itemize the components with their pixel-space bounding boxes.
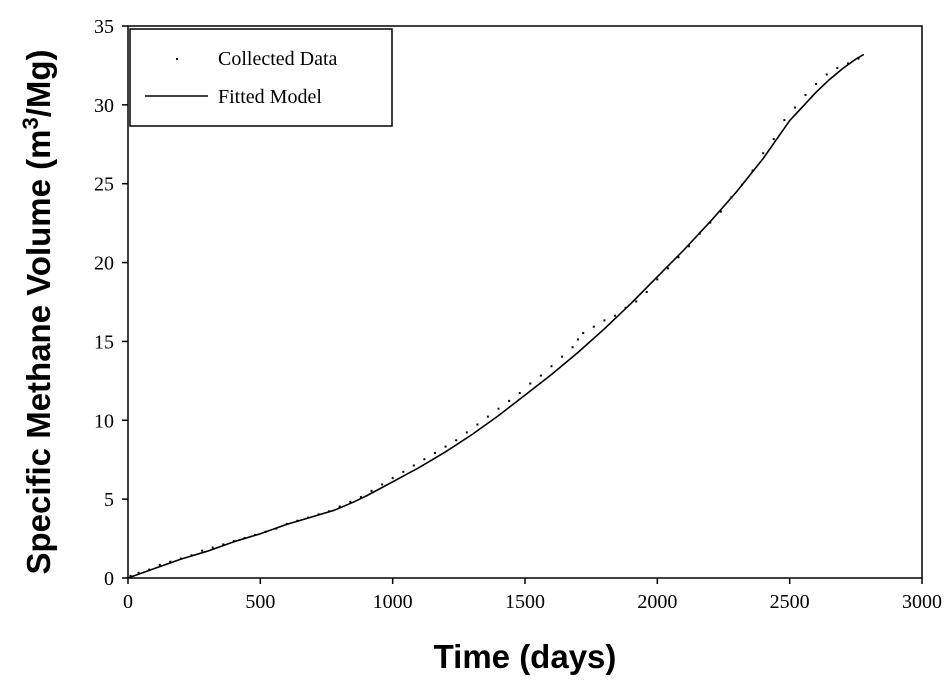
x-axis-title: Time (days) [434,638,617,675]
data-point-collected [783,119,786,122]
legend-marker-collected-data [176,58,178,60]
data-point-collected [635,300,638,303]
data-point-collected [402,470,405,473]
data-point-collected [211,546,214,549]
data-point-collected [137,571,140,574]
data-point-collected [169,560,172,563]
data-point-collected [529,382,532,385]
data-point-collected [412,464,415,467]
data-point-collected [836,67,839,70]
y-tick-label: 5 [104,489,114,511]
data-point-collected [391,477,394,480]
y-tick-label: 35 [94,16,114,38]
data-point-collected [201,549,204,552]
data-point-collected [423,458,426,461]
data-point-collected [804,93,807,96]
data-point-collected [656,278,659,281]
data-point-collected [434,451,436,454]
legend-label-collected-data: Collected Data [218,48,338,70]
data-point-collected [455,439,458,442]
y-axis-title-main: Specific Methane Volume (m [20,130,57,575]
legend: Collected Data Fitted Model [129,28,393,127]
data-point-collected [645,291,648,293]
data-point-collected [825,73,828,76]
data-point-collected [561,355,564,358]
data-point-collected [688,245,691,248]
data-point-collected [772,138,775,141]
y-tick-label: 15 [94,331,114,353]
series-layer [127,53,865,579]
data-point-collected [338,505,341,508]
data-point-collected [518,392,521,394]
x-tick-label: 500 [245,591,275,613]
x-tick-label: 3000 [902,591,942,613]
data-point-collected [508,399,511,402]
data-point-collected [129,574,132,577]
data-point-collected [666,267,669,270]
legend-box [129,28,393,127]
data-point-collected [582,332,585,334]
data-point-collected [677,256,680,259]
data-point-collected [592,325,595,328]
data-point-collected [794,106,796,109]
y-tick-label: 0 [104,568,114,590]
data-point-collected [762,152,765,155]
y-tick-label: 25 [94,174,114,196]
data-point-collected [370,489,373,492]
data-point-collected [603,319,606,322]
legend-label-fitted-model: Fitted Model [218,86,322,108]
data-point-collected [444,445,447,448]
y-axis-title-end: /Mg) [20,49,57,117]
y-axis-title: Specific Methane Volume (m3/Mg) [18,49,57,574]
y-tick-label: 20 [94,253,114,275]
x-axis-ticks: 0 500 1000 1500 2000 2500 3000 [123,578,942,613]
data-point-collected [359,496,362,499]
x-tick-label: 1500 [505,591,545,613]
data-point-collected [349,500,352,503]
data-point-collected [815,82,818,85]
data-point-collected [550,365,553,368]
data-point-collected [486,415,489,418]
x-tick-label: 1000 [373,591,413,613]
y-tick-label: 10 [94,410,114,432]
series-line-fitted-model [127,53,865,579]
x-tick-label: 2000 [637,591,677,613]
data-point-collected [614,314,616,317]
data-point-collected [846,62,849,65]
y-tick-label: 30 [94,95,114,117]
data-point-collected [719,210,722,213]
data-point-collected [571,346,574,349]
data-point-collected [222,543,225,546]
y-axis-ticks: 0 5 10 15 20 25 30 35 [94,16,128,590]
x-tick-label: 0 [123,591,133,613]
data-point-collected [497,407,500,410]
data-point-collected [158,563,161,566]
data-point-collected [857,57,860,60]
data-point-collected [465,431,468,434]
y-axis-title-sup: 3 [18,117,43,129]
data-point-collected [539,374,542,377]
data-point-collected [476,423,479,426]
data-point-collected [576,338,579,341]
x-tick-label: 2500 [770,591,810,613]
data-point-collected [381,483,384,486]
